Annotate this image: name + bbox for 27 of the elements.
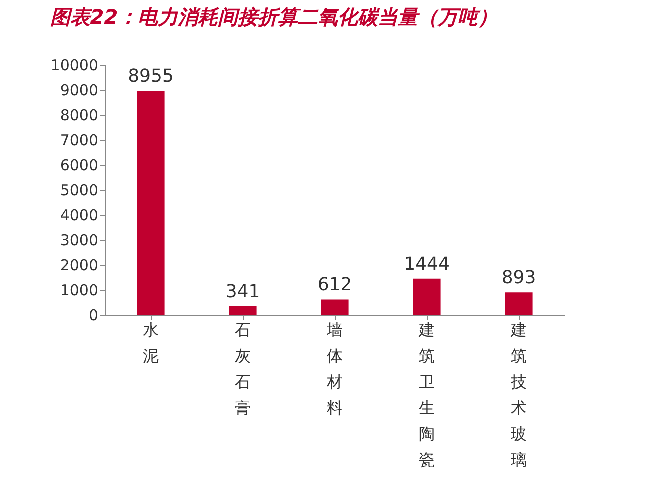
x-tick-label: 水泥 [143,320,159,366]
y-tick-label: 10000 [50,56,98,74]
y-tick-label: 3000 [60,232,98,250]
y-tick-label: 0 [88,306,98,324]
y-tick-label: 6000 [60,156,98,174]
y-tick-label: 1000 [60,282,98,300]
data-label: 612 [318,274,352,296]
bar [505,292,533,315]
x-tick-label: 建筑技术玻璃 [510,320,527,470]
bar [413,278,441,315]
bar [229,306,257,315]
bar [137,91,165,315]
y-tick-label: 4000 [60,206,98,224]
y-tick-label: 5000 [60,182,98,200]
data-label: 8955 [128,66,174,88]
bar [321,300,349,315]
y-tick-label: 9000 [60,82,98,100]
y-tick-label: 2000 [60,256,98,274]
y-tick-label: 7000 [60,132,98,150]
data-label: 1444 [404,254,450,275]
x-tick-label: 石灰石膏 [235,320,251,418]
x-tick-label: 建筑卫生陶瓷 [418,320,435,470]
chart-title: 图表22：电力消耗间接折算二氧化碳当量（万吨） [50,5,498,29]
data-label: 893 [502,268,536,289]
y-tick-label: 8000 [60,106,98,124]
x-tick-label: 墙体材料 [326,320,343,418]
data-label: 341 [226,281,260,302]
